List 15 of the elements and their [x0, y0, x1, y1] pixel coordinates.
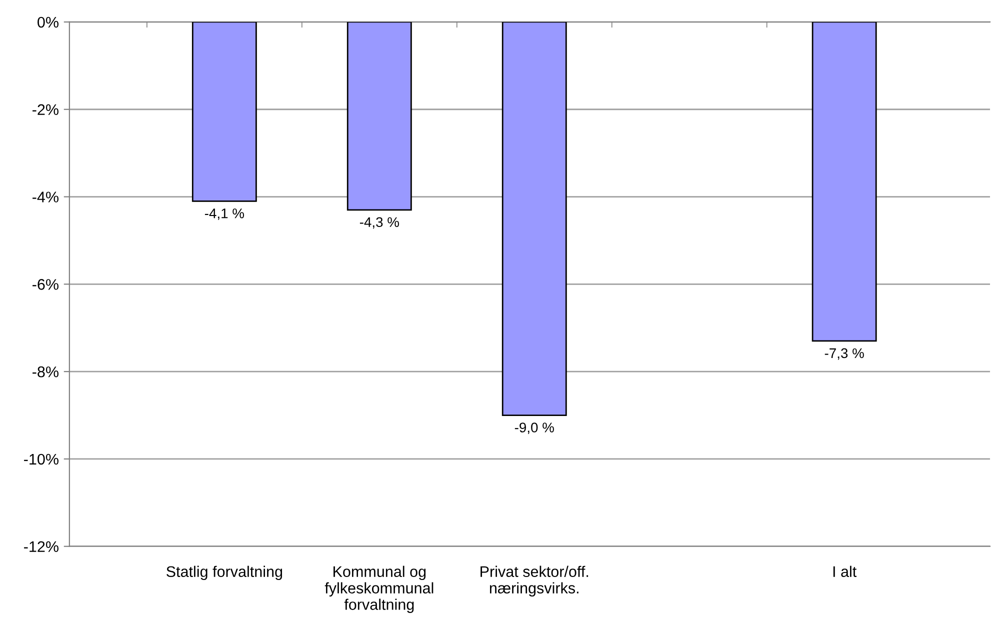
data-label: -7,3 %: [824, 348, 864, 360]
data-label: -9,0 %: [514, 422, 554, 434]
y-tick-label: -8%: [32, 366, 58, 378]
y-tick-label: -10%: [24, 454, 58, 465]
data-label: -4,1 %: [204, 208, 244, 220]
y-tick-label: 0%: [38, 16, 58, 28]
y-tick-label: -2%: [32, 104, 58, 116]
y-tick-label: -6%: [32, 279, 58, 290]
data-label: -4,3 %: [360, 217, 399, 229]
y-tick-label: -4%: [32, 192, 58, 202]
x-tick-label: Privat sektor/off. næringsvirks.: [480, 566, 588, 596]
x-tick-label: Statlig forvaltning: [166, 566, 282, 580]
x-tick-label: I alt: [833, 566, 857, 578]
y-tick-label: -12%: [24, 541, 58, 552]
x-tick-label: Kommunal og fylkeskommunal forvaltning: [324, 566, 434, 613]
